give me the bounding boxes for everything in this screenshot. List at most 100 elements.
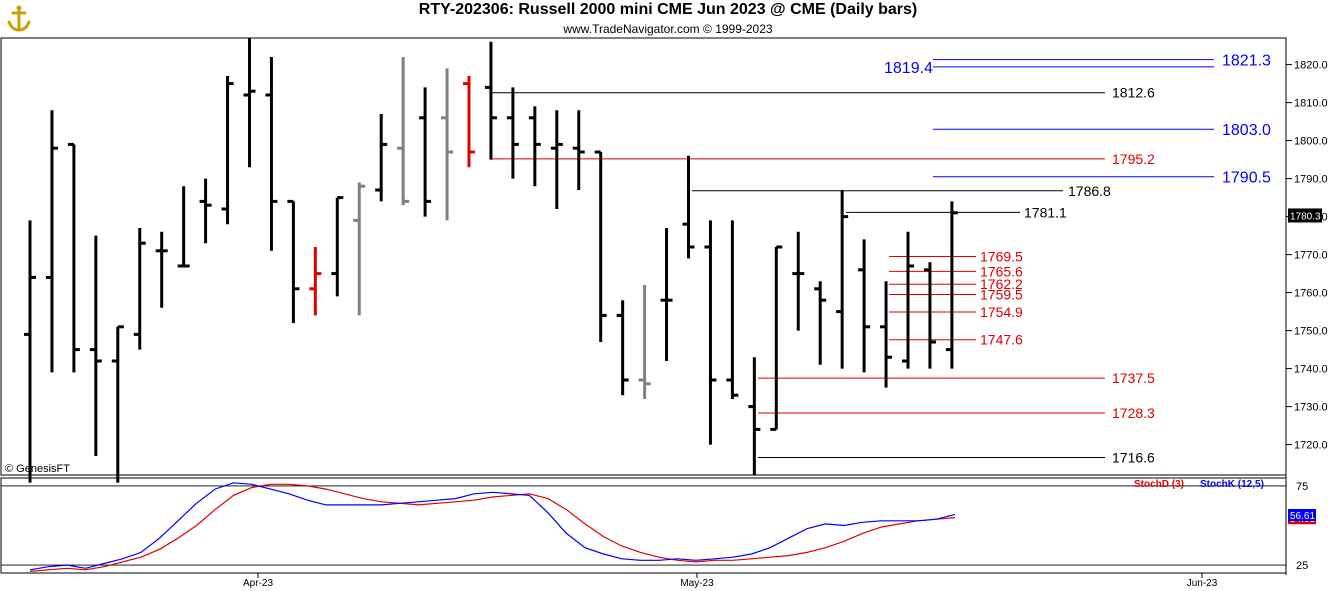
ohlc-bar [177,186,190,268]
ohlc-bar [858,239,871,373]
ohlc-bar [506,87,519,179]
price-level: 1795.2 [490,151,1155,167]
stoch-legend-entry: StochD (3) [1134,479,1184,490]
ohlc-bar [441,68,454,221]
ohlc-bar [836,190,849,369]
ohlc-bar [902,231,914,369]
anchor-icon [7,5,31,32]
ohlc-bar [419,87,432,217]
ohlc-bar [243,38,256,168]
ohlc-bar [660,228,673,361]
price-level-label: 1790.5 [1222,170,1271,187]
price-tick-label: 1790.0 [1294,174,1328,186]
price-level: 1747.6 [889,332,1023,348]
price-tick-label: 1810.0 [1294,98,1328,110]
time-axis: Apr-23 May-23 Jun-23 [243,573,1218,589]
price-level: 1737.5 [758,370,1155,386]
ohlc-bar [89,235,102,456]
ohlc-bar [353,182,366,316]
price-level-label: 1786.8 [1068,183,1111,199]
ohlc-bar [155,231,168,308]
price-tick-label: 1720.0 [1294,440,1328,452]
price-levels: 1821.3 1819.4 1812.6 1803.0 1795.2 1790.5 1786… [490,53,1271,466]
ohlc-bar [199,178,212,244]
price-level-label: 1762.2 [980,276,1023,292]
ohlc-bar [704,220,717,445]
price-tick-label: 1760.0 [1294,288,1328,300]
stoch-tick-label: 25 [1296,560,1308,572]
price-level-label: 1821.3 [1222,53,1271,70]
ohlc-bar [638,285,651,399]
price-tick-label: 1820.0 [1294,60,1328,72]
price-level: 1765.6 [889,263,1023,279]
time-tick-label: Jun-23 [1187,578,1218,589]
ohlc-bar [221,76,234,225]
price-level: 1728.3 [758,405,1155,421]
price-level: 1790.5 [933,170,1271,187]
ohlc-bar [331,196,344,297]
price-level-label: 1765.6 [980,263,1023,279]
ohlc-bar [111,325,124,483]
last-price-value: 1780.3 [1290,211,1321,222]
price-tick-label: 1740.0 [1294,364,1328,376]
watermark: © GenesisFT [5,463,70,475]
ohlc-bar [814,281,827,365]
ohlc-bar [594,150,607,342]
ohlc-bar [682,155,695,259]
ohlc-bar [397,57,410,206]
price-level: 1754.9 [889,304,1023,320]
price-level-label: 1795.2 [1112,151,1155,167]
ohlc-bar [880,281,893,388]
price-level-label: 1737.5 [1112,370,1155,386]
price-level: 1759.5 [889,287,1023,303]
time-tick-label: Apr-23 [243,578,273,589]
stoch-series-line [29,483,956,572]
price-level-label: 1812.6 [1112,85,1155,101]
ohlc-bar [375,114,388,202]
ohlc-bar [309,247,322,316]
ohlc-bar [550,110,563,209]
price-level-label: 1716.6 [1112,450,1155,466]
stoch-legend-entry: StochK (12,5) [1200,479,1264,490]
ohlc-bar [24,220,36,483]
price-tick-label: 1770.0 [1294,250,1328,262]
price-level-label: 1759.5 [980,287,1023,303]
price-level: 1781.1 [846,204,1067,220]
price-level-label: 1754.9 [980,304,1023,320]
stoch-last-value: 56.61 [1290,511,1315,522]
price-level-label: 1803.0 [1222,122,1271,139]
ohlc-bar [748,357,761,475]
ohlc-bar [287,199,300,323]
price-level: 1716.6 [758,450,1155,466]
ohlc-bar [133,228,146,350]
price-level-label: 1781.1 [1024,204,1067,220]
ohlc-bar [572,110,585,190]
price-bars [24,38,958,483]
price-level: 1786.8 [692,183,1111,199]
ohlc-bar [616,300,629,396]
ohlc-bar [67,142,80,373]
ohlc-bar [726,220,739,399]
ohlc-bar [463,76,475,168]
price-level: 1762.2 [889,276,1023,292]
price-level-label: 1728.3 [1112,405,1155,421]
price-level: 1821.3 [933,53,1271,70]
price-level-label: 1769.5 [980,249,1023,265]
price-tick-label: 1750.0 [1294,326,1328,338]
stoch-series-line [29,482,956,571]
price-level: 1819.4 [884,60,1214,77]
ohlc-bar [770,245,783,431]
ohlc-bar [945,201,958,369]
ohlc-bar [265,57,278,251]
ohlc-bar [923,262,936,369]
price-axis: 1820.01810.01800.01790.01780.01770.01760… [1286,60,1328,452]
price-level-label: 1747.6 [980,332,1023,348]
stoch-tick-label: 75 [1296,481,1308,493]
price-level: 1803.0 [933,122,1271,139]
time-tick-label: May-23 [680,578,714,589]
ohlc-bar [484,41,497,160]
ohlc-bar [528,106,541,187]
ohlc-bar [792,231,805,331]
